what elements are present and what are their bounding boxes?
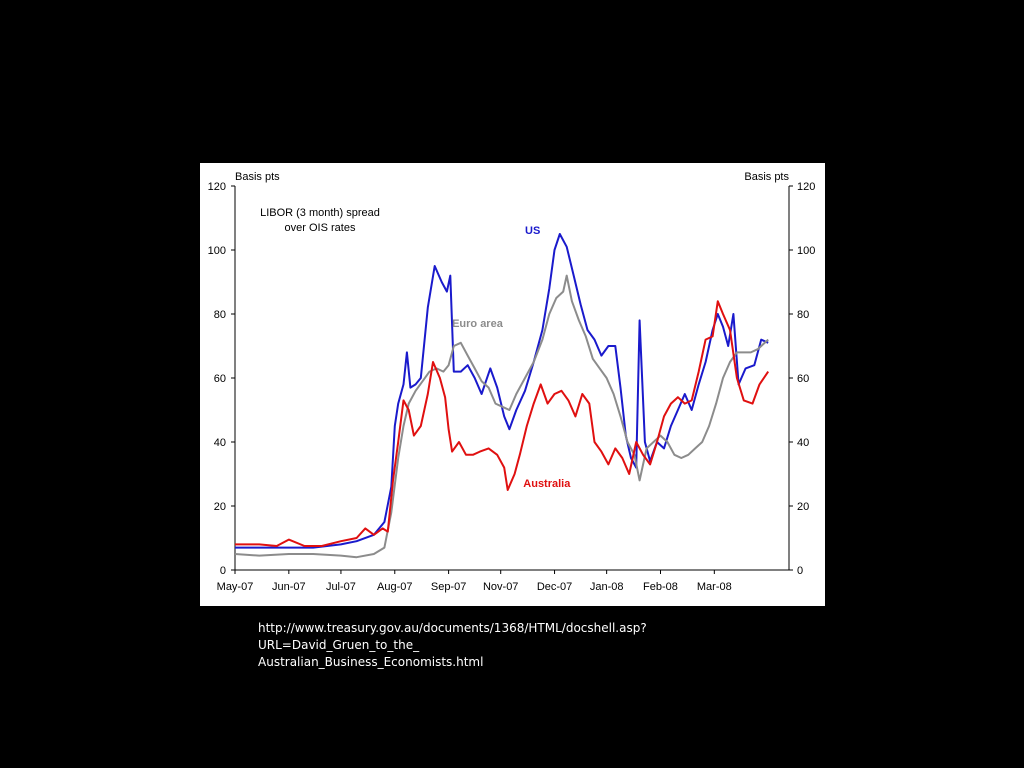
y-tick-label-left: 40: [214, 437, 226, 449]
series-line-euro-area: [234, 274, 769, 559]
x-tick-label: Jun-07: [272, 581, 306, 593]
y-tick-label-right: 80: [797, 309, 809, 321]
x-tick-label: Sep-07: [431, 581, 466, 593]
y-tick-label-left: 0: [220, 565, 226, 577]
series-layer: [234, 233, 770, 559]
left-axis-unit: Basis pts: [235, 171, 280, 183]
chart-svg: Basis pts Basis pts LIBOR (3 month) spre…: [208, 171, 816, 593]
chart-title-line-1: LIBOR (3 month) spread: [260, 207, 380, 219]
x-tick-label: Jul-07: [326, 581, 356, 593]
x-tick-label: May-07: [217, 581, 254, 593]
y-tick-label-left: 60: [214, 373, 226, 385]
y-tick-label-right: 20: [797, 501, 809, 513]
source-caption-line-1: http://www.treasury.gov.au/documents/136…: [258, 621, 647, 652]
series-label-euro-area: Euro area: [452, 318, 504, 330]
y-tick-label-left: 100: [208, 245, 226, 257]
x-tick-label: Feb-08: [643, 581, 678, 593]
x-tick-label: Nov-07: [483, 581, 518, 593]
chart-panel: Basis pts Basis pts LIBOR (3 month) spre…: [200, 163, 825, 606]
y-tick-label-right: 100: [797, 245, 815, 257]
y-tick-label-left: 120: [208, 181, 226, 193]
y-tick-label-left: 20: [214, 501, 226, 513]
chart-title-line-2: over OIS rates: [285, 222, 356, 234]
x-tick-label: Jan-08: [590, 581, 624, 593]
series-line-us: [235, 233, 769, 549]
right-axis-unit: Basis pts: [744, 171, 789, 183]
y-tick-label-left: 80: [214, 309, 226, 321]
series-label-us: US: [525, 225, 540, 237]
source-caption: http://www.treasury.gov.au/documents/136…: [258, 620, 778, 671]
series-label-australia: Australia: [523, 478, 571, 490]
series-line-australia: [235, 300, 770, 547]
labels-layer: US Euro area Australia: [452, 225, 571, 490]
y-tick-label-right: 0: [797, 565, 803, 577]
y-tick-label-right: 120: [797, 181, 815, 193]
x-tick-label: Dec-07: [537, 581, 572, 593]
y-tick-label-right: 60: [797, 373, 809, 385]
y-tick-label-right: 40: [797, 437, 809, 449]
source-caption-line-2: Australian_Business_Economists.html: [258, 655, 484, 669]
x-tick-label: Mar-08: [697, 581, 732, 593]
x-tick-label: Aug-07: [377, 581, 412, 593]
ticks-layer: 0 0 20 20 40 40 60 60 80 80 100 100 120 120 May-07 Jun-…: [208, 181, 816, 593]
